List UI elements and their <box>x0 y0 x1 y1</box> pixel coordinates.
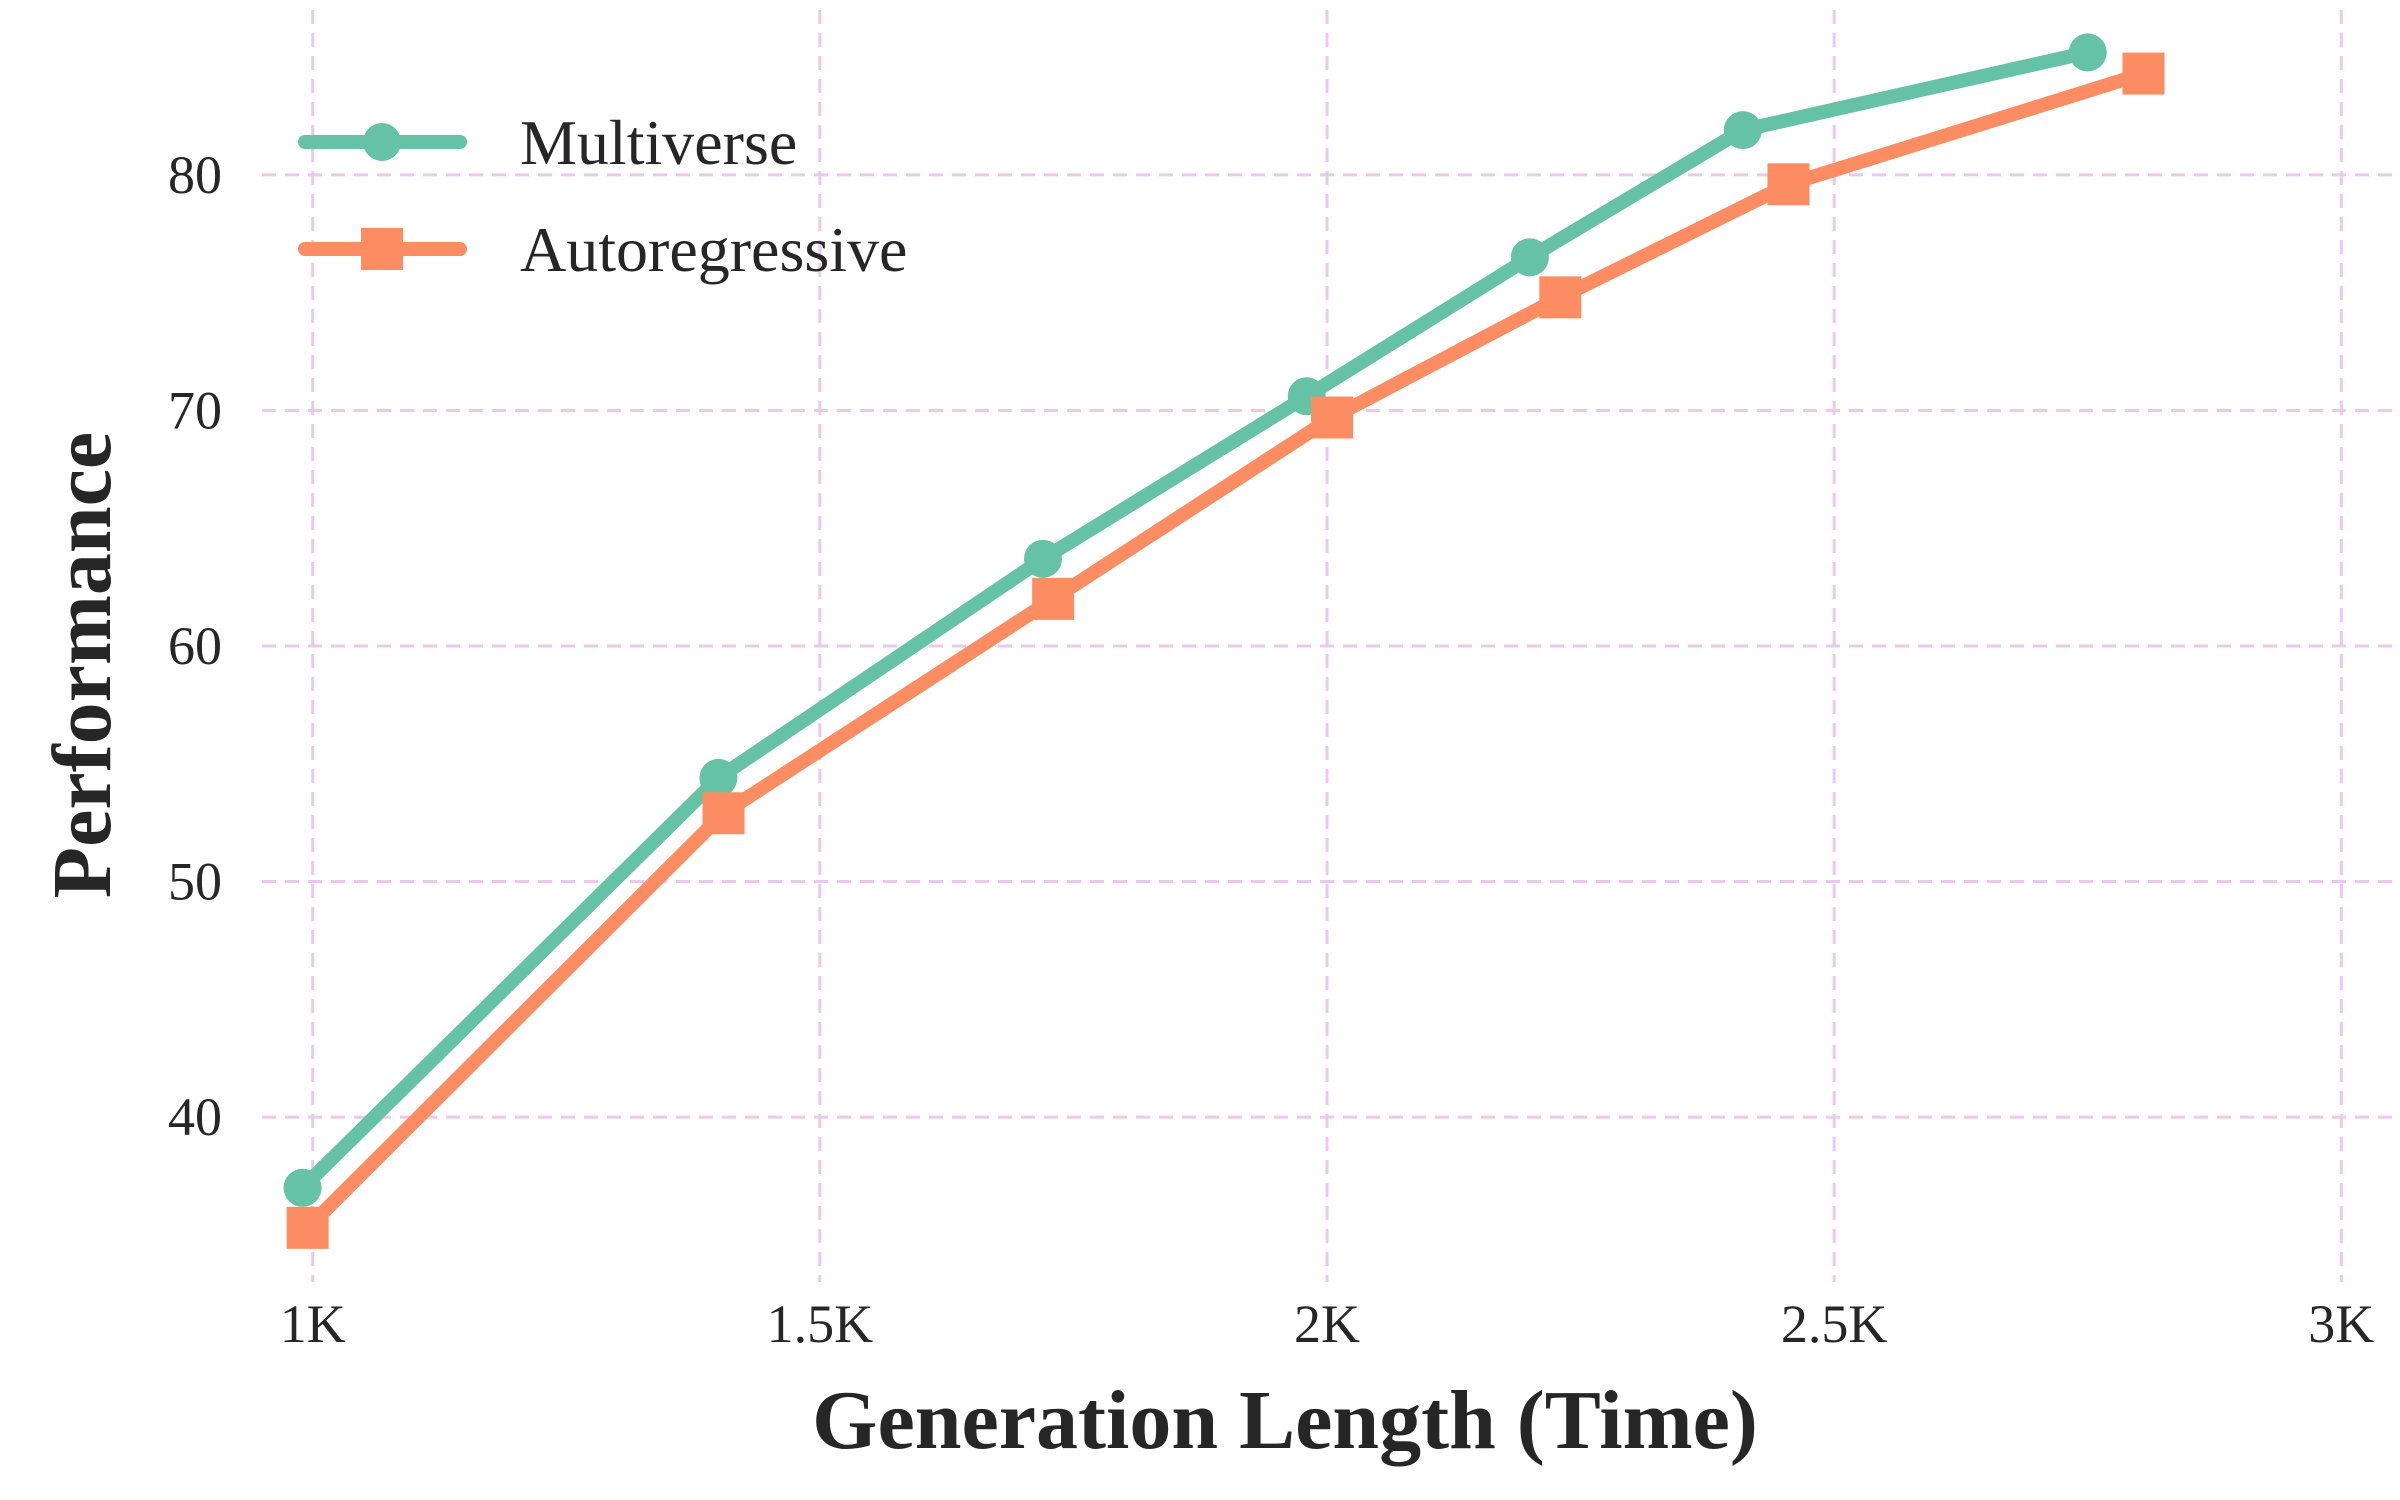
x-tick-label: 1K <box>280 1294 346 1354</box>
data-point-autoregressive <box>2122 52 2165 95</box>
x-axis-label: Generation Length (Time) <box>812 1374 1758 1467</box>
data-point-autoregressive <box>1032 577 1075 620</box>
x-tick-label: 3K <box>2308 1294 2374 1354</box>
series-layer <box>283 33 2165 1249</box>
x-tick-label: 1.5K <box>767 1294 874 1354</box>
legend: Multiverse Autoregressive <box>298 107 907 285</box>
legend-marker-multiverse <box>363 123 401 161</box>
y-tick-label: 40 <box>168 1087 222 1147</box>
x-axis-ticks: 1K 1.5K 2K 2.5K 3K <box>280 1294 2375 1354</box>
data-point-multiverse <box>283 1168 322 1207</box>
legend-label-autoregressive: Autoregressive <box>520 214 907 285</box>
y-tick-label: 60 <box>168 616 222 676</box>
y-tick-label: 50 <box>168 852 222 912</box>
legend-marker-autoregressive <box>361 228 403 270</box>
data-point-autoregressive <box>1539 276 1582 319</box>
data-point-autoregressive <box>286 1206 329 1249</box>
data-point-multiverse <box>1024 539 1062 578</box>
y-tick-label: 80 <box>168 145 222 205</box>
data-point-multiverse <box>2068 33 2107 72</box>
data-point-autoregressive <box>702 792 745 835</box>
data-point-multiverse <box>1723 111 1762 150</box>
y-tick-label: 70 <box>168 380 222 440</box>
y-axis-label: Performance <box>36 432 129 898</box>
grid <box>262 10 2392 1282</box>
data-point-multiverse <box>1510 238 1549 277</box>
y-axis-ticks: 40 50 60 70 80 <box>168 145 222 1147</box>
data-point-multiverse <box>699 758 738 797</box>
x-tick-label: 2.5K <box>1781 1294 1888 1354</box>
data-point-autoregressive <box>1767 163 1810 206</box>
legend-label-multiverse: Multiverse <box>520 107 797 178</box>
x-tick-label: 2K <box>1294 1294 1360 1354</box>
data-point-autoregressive <box>1311 396 1354 439</box>
